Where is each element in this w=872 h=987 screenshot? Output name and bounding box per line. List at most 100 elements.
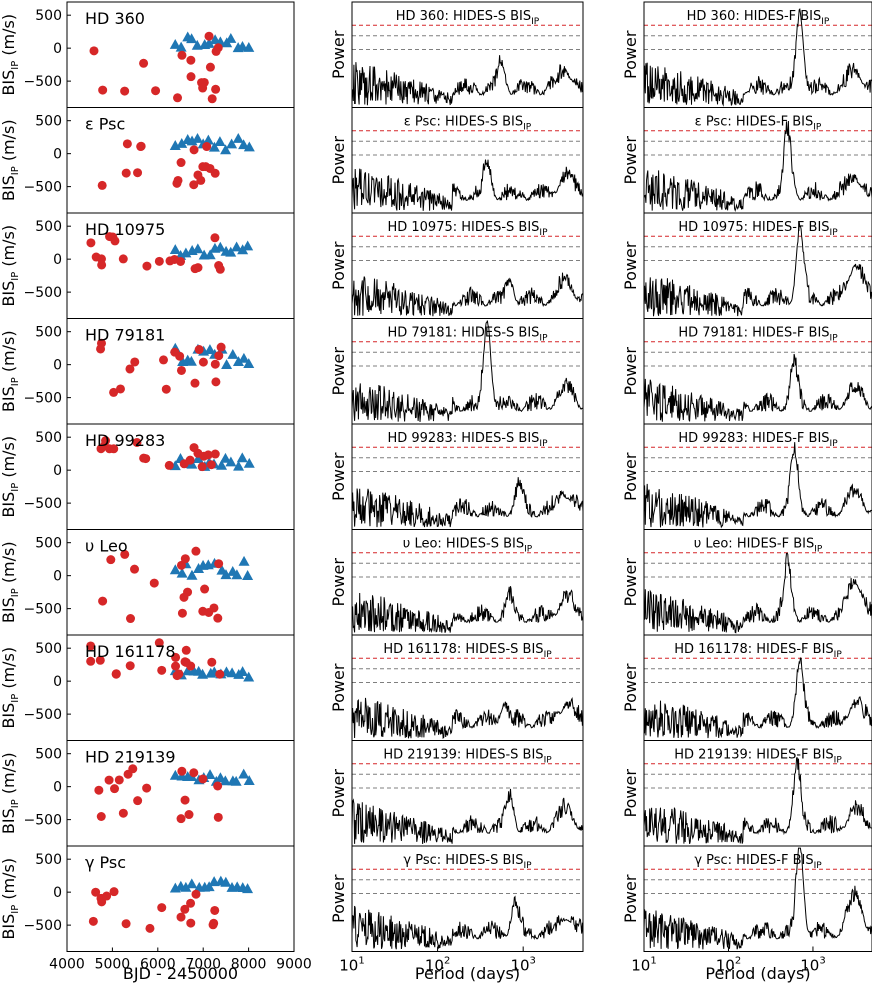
y-tick-label: 500 <box>35 747 62 763</box>
hides-f-point <box>176 567 188 578</box>
power-line <box>643 757 872 844</box>
y-tick-label: 500 <box>35 852 62 868</box>
y-tick-label: −500 <box>24 74 62 90</box>
power-label: Power <box>621 663 640 712</box>
hides-f-point <box>176 138 188 148</box>
power-line <box>643 7 872 107</box>
power-line <box>351 320 584 422</box>
y-tick-label: −500 <box>24 813 62 829</box>
panel-title: γ Psc: HIDES-S BISIP <box>403 853 532 871</box>
hides-s-point <box>114 775 124 785</box>
star-name: HD 99283 <box>85 431 165 450</box>
hides-s-point <box>98 85 108 95</box>
hides-s-point <box>173 93 183 103</box>
hides-s-point <box>177 608 187 618</box>
star-name: HD 79181 <box>85 326 165 345</box>
hides-s-point <box>209 603 219 613</box>
hides-s-point <box>190 264 200 274</box>
panel-title: HD 99283: HIDES-F BISIP <box>678 431 838 449</box>
power-line <box>351 586 584 634</box>
panel-title: υ Leo: HIDES-S BISIP <box>403 537 533 555</box>
hides-s-point <box>109 387 119 397</box>
y-tick-label: −500 <box>24 918 62 934</box>
power-label: Power <box>329 874 348 923</box>
hides-s-point <box>194 345 204 355</box>
y-axis-label: BISIP (m/s) <box>0 119 21 201</box>
hides-f-point <box>169 564 181 575</box>
hides-f-point <box>243 775 255 785</box>
hides-s-point <box>89 46 99 56</box>
hides-f-point <box>191 39 203 50</box>
hides-s-point <box>91 252 101 262</box>
power-line <box>351 895 584 950</box>
hides-s-point <box>86 656 96 666</box>
hides-s-point <box>198 606 208 616</box>
hides-s-point <box>186 55 196 65</box>
power-line <box>351 272 584 317</box>
x-tick-label: 102 <box>425 956 450 975</box>
hides-s-point <box>110 784 120 794</box>
hides-s-point <box>141 454 151 464</box>
hides-s-point <box>125 661 135 671</box>
y-tick-label: 0 <box>53 41 62 57</box>
y-axis-label: BISIP (m/s) <box>0 647 21 729</box>
hides-s-point <box>210 905 220 915</box>
hides-f-point <box>238 768 250 779</box>
hides-s-point <box>184 810 194 820</box>
hides-f-periodogram: HD 360: HIDES-F BISIP Power <box>621 1 872 108</box>
hides-s-point <box>96 344 106 354</box>
power-label: Power <box>329 663 348 712</box>
hides-s-point <box>177 50 187 60</box>
y-axis-label: BISIP (m/s) <box>0 330 21 412</box>
y-tick-label: 0 <box>53 674 62 690</box>
hides-f-point <box>192 132 204 143</box>
hides-s-point <box>210 449 220 459</box>
hides-f-point <box>197 668 209 679</box>
hides-s-point <box>97 180 107 190</box>
timeseries-frame <box>66 845 295 952</box>
y-tick-label: 0 <box>53 463 62 479</box>
star-name: ε Psc <box>85 115 125 134</box>
hides-s-point <box>106 555 116 565</box>
hides-s-point <box>203 450 213 460</box>
power-line <box>643 221 872 317</box>
hides-s-point <box>180 904 190 914</box>
hides-f-point <box>186 878 198 889</box>
power-label: Power <box>621 874 640 923</box>
hides-s-point <box>95 655 105 665</box>
hides-s-point <box>213 613 223 623</box>
hides-s-point <box>136 141 146 151</box>
star-name: γ Psc <box>85 853 126 872</box>
hides-s-point <box>161 384 171 394</box>
power-label: Power <box>621 452 640 501</box>
star-name: HD 219139 <box>85 748 176 767</box>
hides-s-point <box>133 168 143 178</box>
hides-s-point <box>118 254 128 264</box>
hides-s-point <box>94 785 104 795</box>
hides-f-point <box>169 244 181 254</box>
hides-s-point <box>179 459 189 469</box>
hides-s-point <box>207 94 217 104</box>
hides-f-point <box>243 457 255 468</box>
hides-f-point <box>169 769 181 780</box>
hides-s-periodogram: HD 360: HIDES-S BISIP Power <box>329 1 584 108</box>
power-line <box>351 477 584 528</box>
hides-s-point <box>189 180 199 190</box>
hides-s-point <box>202 142 212 152</box>
y-tick-label: 500 <box>35 325 62 341</box>
hides-s-point <box>211 84 221 94</box>
hides-s-point <box>171 652 181 662</box>
hides-s-periodogram: HD 99283: HIDES-S BISIP Power <box>329 423 584 530</box>
hides-s-point <box>216 342 226 352</box>
hides-f-point <box>186 33 198 44</box>
power-line <box>351 788 584 844</box>
hides-s-point <box>88 916 98 926</box>
hides-s-point <box>193 170 203 180</box>
hides-s-periodogram: υ Leo: HIDES-S BISIP Power <box>329 529 584 636</box>
hides-f-point <box>202 134 214 145</box>
